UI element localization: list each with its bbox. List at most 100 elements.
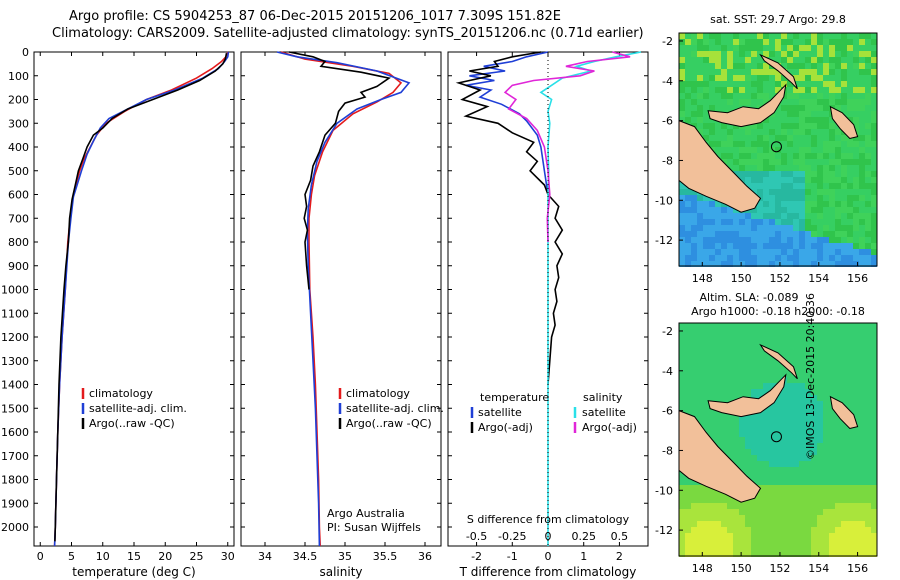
map-cell	[691, 93, 697, 99]
map-cell	[781, 255, 787, 261]
map-cell	[757, 437, 763, 443]
map-cell	[763, 497, 769, 503]
map-cell	[751, 39, 757, 45]
map-cell	[685, 213, 691, 219]
map-cell	[865, 485, 871, 491]
map-cell	[847, 497, 853, 503]
map-cell	[835, 153, 841, 159]
map-cell	[763, 413, 769, 419]
map-cell	[763, 359, 769, 365]
map-cell	[715, 419, 721, 425]
map-cell	[703, 341, 709, 347]
map-cell	[721, 153, 727, 159]
map-cell	[823, 249, 829, 255]
map-cell	[757, 243, 763, 249]
map-cell	[769, 255, 775, 261]
map-cell	[781, 39, 787, 45]
float-position-marker	[770, 141, 782, 153]
map-cell	[721, 539, 727, 545]
map-cell	[793, 389, 799, 395]
map-cell	[679, 93, 685, 99]
map-cell	[793, 213, 799, 219]
map-cell	[763, 491, 769, 497]
map-cell	[865, 359, 871, 365]
map-cell	[715, 213, 721, 219]
map-cell	[757, 377, 763, 383]
map-cell	[787, 533, 793, 539]
map-cell	[691, 189, 697, 195]
map-cell	[787, 207, 793, 213]
map-cell	[733, 455, 739, 461]
map-cell	[679, 371, 685, 377]
map-cell	[829, 33, 835, 39]
map-cell	[835, 225, 841, 231]
map-cell	[835, 389, 841, 395]
map-cell	[823, 407, 829, 413]
map-cell	[859, 341, 865, 347]
map-cell	[721, 389, 727, 395]
map-cell	[757, 171, 763, 177]
map-cell	[799, 527, 805, 533]
map-cell	[775, 455, 781, 461]
map-cell	[781, 509, 787, 515]
map-cell	[751, 231, 757, 237]
map-cell	[859, 335, 865, 341]
map-cell	[679, 545, 685, 551]
map-cell	[853, 165, 859, 171]
map-cell	[685, 111, 691, 117]
map-cell	[793, 135, 799, 141]
map-cell	[829, 449, 835, 455]
map-cell	[871, 51, 877, 57]
map-cell	[829, 45, 835, 51]
map-cell	[811, 147, 817, 153]
map-cell	[835, 99, 841, 105]
map-cell	[691, 497, 697, 503]
map-cell	[739, 353, 745, 359]
map-cell	[685, 551, 691, 557]
map-cell	[817, 171, 823, 177]
map-cell	[871, 497, 877, 503]
map-cell	[691, 551, 697, 557]
legend-label: Argo(-adj)	[478, 421, 533, 434]
map-cell	[841, 63, 847, 69]
map-cell	[817, 195, 823, 201]
map-cell	[811, 533, 817, 539]
map-cell	[847, 63, 853, 69]
map-cell	[805, 491, 811, 497]
map-cell	[769, 225, 775, 231]
map-cell	[871, 249, 877, 255]
map-cell	[799, 105, 805, 111]
map-cell	[793, 153, 799, 159]
map-cell	[859, 45, 865, 51]
map-cell	[703, 63, 709, 69]
map-cell	[811, 165, 817, 171]
map-cell	[739, 171, 745, 177]
map-cell	[715, 515, 721, 521]
map-cell	[829, 455, 835, 461]
map-cell	[745, 419, 751, 425]
map-cell	[805, 45, 811, 51]
map-cell	[865, 413, 871, 419]
map-cell	[721, 237, 727, 243]
map-cell	[871, 443, 877, 449]
map-cell	[733, 81, 739, 87]
map-cell	[679, 473, 685, 479]
map-cell	[787, 395, 793, 401]
map-cell	[751, 353, 757, 359]
map-cell	[829, 243, 835, 249]
map-cell	[691, 45, 697, 51]
map-cell	[679, 63, 685, 69]
map-cell	[781, 497, 787, 503]
map-cell	[829, 371, 835, 377]
map-cell	[691, 545, 697, 551]
series-climatology	[280, 51, 403, 547]
map-cell	[751, 467, 757, 473]
map-cell	[781, 401, 787, 407]
map-cell	[685, 485, 691, 491]
map-cell	[817, 33, 823, 39]
map-cell	[817, 407, 823, 413]
map-cell	[817, 99, 823, 105]
map-cell	[709, 389, 715, 395]
map-cell	[697, 521, 703, 527]
map-cell	[793, 93, 799, 99]
